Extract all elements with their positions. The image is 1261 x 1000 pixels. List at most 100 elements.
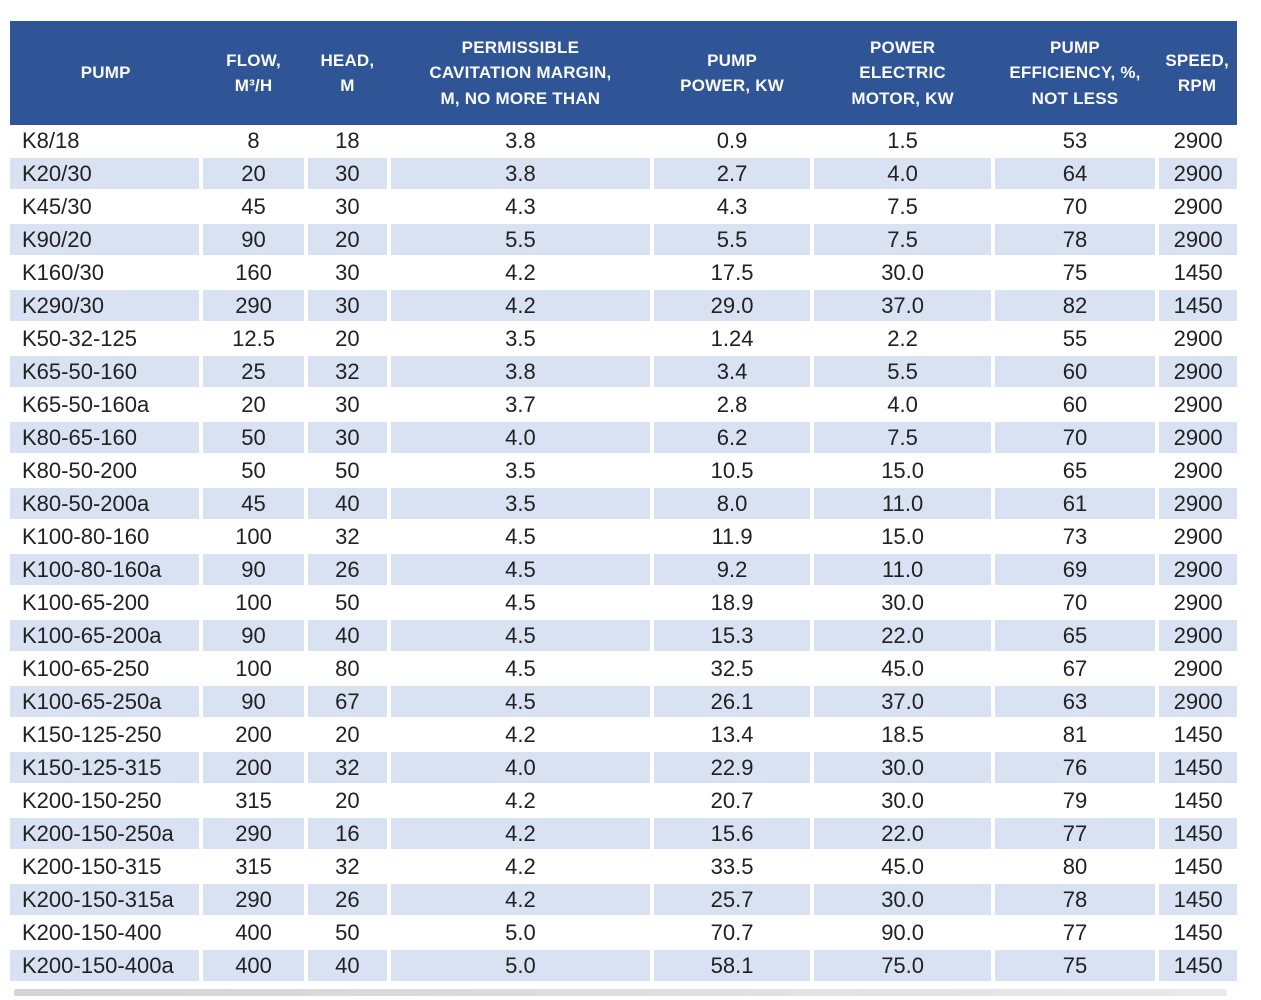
cell-pump: K200-150-315	[10, 850, 202, 884]
cell-flow: 45	[199, 190, 306, 224]
cell-pump: K150-125-315	[10, 751, 202, 785]
cell-flow: 100	[199, 520, 306, 554]
column-header-flow: FLOW, M³/H	[201, 21, 306, 125]
cell-motor: 11.0	[810, 487, 993, 521]
cell-speed: 2900	[1155, 586, 1237, 620]
cell-power: 20.7	[649, 784, 813, 818]
table-body: K8/18 8 18 3.8 0.9 1.5 53 2900 K20/30 20 30 3.8 2.7 4…	[10, 125, 1237, 983]
cell-cavitation: 3.8	[387, 125, 652, 158]
cell-motor: 30.0	[810, 784, 993, 818]
cell-power: 22.9	[649, 751, 813, 785]
cell-speed: 2900	[1155, 421, 1237, 455]
cell-speed: 2900	[1155, 553, 1237, 587]
cell-head: 80	[303, 652, 390, 686]
table-row: K50-32-125 12.5 20 3.5 1.24 2.2 55 2900	[10, 322, 1237, 356]
cell-efficiency: 70	[990, 421, 1158, 455]
cell-cavitation: 4.2	[387, 883, 652, 917]
cell-power: 18.9	[649, 586, 813, 620]
cell-speed: 2900	[1155, 652, 1237, 686]
table-row: K90/20 90 20 5.5 5.5 7.5 78 2900	[10, 223, 1237, 257]
cell-power: 25.7	[649, 883, 813, 917]
cell-power: 10.5	[649, 454, 813, 488]
table-row: K100-65-250 100 80 4.5 32.5 45.0 67 2900	[10, 652, 1237, 686]
cell-efficiency: 55	[990, 322, 1158, 356]
cell-cavitation: 4.5	[387, 553, 652, 587]
cell-cavitation: 4.5	[387, 619, 652, 653]
cell-efficiency: 77	[990, 916, 1158, 950]
cell-motor: 7.5	[810, 223, 993, 257]
cell-cavitation: 4.0	[387, 421, 652, 455]
cell-flow: 290	[199, 817, 306, 851]
cell-head: 32	[303, 850, 390, 884]
table-row: K150-125-250 200 20 4.2 13.4 18.5 81 1450	[10, 718, 1237, 752]
cell-cavitation: 3.8	[387, 355, 652, 389]
cell-flow: 90	[199, 685, 306, 719]
cell-power: 17.5	[649, 256, 813, 290]
column-header-efficiency: PUMP EFFICIENCY, %, NOT LESS	[992, 21, 1158, 125]
pump-spec-table: PUMP FLOW, M³/H HEAD, M PERMISSIBLE CAVITAT…	[10, 21, 1237, 983]
cell-power: 26.1	[649, 685, 813, 719]
table-row: K200-150-400 400 50 5.0 70.7 90.0 77 1450	[10, 916, 1237, 950]
cell-efficiency: 60	[990, 355, 1158, 389]
cell-head: 20	[303, 718, 390, 752]
cell-cavitation: 4.5	[387, 520, 652, 554]
cell-pump: K50-32-125	[10, 322, 202, 356]
cell-head: 32	[303, 355, 390, 389]
cell-motor: 22.0	[810, 619, 993, 653]
cell-motor: 7.5	[810, 190, 993, 224]
cell-flow: 290	[199, 883, 306, 917]
cell-efficiency: 67	[990, 652, 1158, 686]
cell-motor: 4.0	[810, 157, 993, 191]
cell-pump: K80-50-200	[10, 454, 202, 488]
cell-power: 29.0	[649, 289, 813, 323]
cell-motor: 22.0	[810, 817, 993, 851]
cell-cavitation: 4.2	[387, 718, 652, 752]
table-row: K100-65-200a 90 40 4.5 15.3 22.0 65 2900	[10, 619, 1237, 653]
cell-power: 0.9	[649, 125, 813, 158]
cell-pump: K45/30	[10, 190, 202, 224]
cell-head: 50	[303, 916, 390, 950]
cell-motor: 5.5	[810, 355, 993, 389]
cell-pump: K100-65-200	[10, 586, 202, 620]
cell-cavitation: 4.2	[387, 817, 652, 851]
cell-efficiency: 70	[990, 190, 1158, 224]
cell-speed: 2900	[1155, 322, 1237, 356]
cell-speed: 1450	[1155, 751, 1237, 785]
cell-speed: 1450	[1155, 949, 1237, 983]
cell-cavitation: 4.5	[387, 685, 652, 719]
cell-head: 50	[303, 586, 390, 620]
cell-flow: 160	[199, 256, 306, 290]
cell-efficiency: 60	[990, 388, 1158, 422]
column-header-speed: SPEED, RPM	[1157, 21, 1237, 125]
cell-efficiency: 69	[990, 553, 1158, 587]
table-row: K100-65-250a 90 67 4.5 26.1 37.0 63 2900	[10, 685, 1237, 719]
cell-flow: 50	[199, 454, 306, 488]
cell-motor: 37.0	[810, 289, 993, 323]
cell-speed: 1450	[1155, 883, 1237, 917]
cell-speed: 1450	[1155, 817, 1237, 851]
cell-efficiency: 75	[990, 256, 1158, 290]
cell-pump: K200-150-400	[10, 916, 202, 950]
cell-cavitation: 3.5	[387, 322, 652, 356]
cell-flow: 290	[199, 289, 306, 323]
cell-power: 6.2	[649, 421, 813, 455]
cell-motor: 2.2	[810, 322, 993, 356]
cell-flow: 50	[199, 421, 306, 455]
table-row: K200-150-315a 290 26 4.2 25.7 30.0 78 1450	[10, 883, 1237, 917]
table-row: K20/30 20 30 3.8 2.7 4.0 64 2900	[10, 157, 1237, 191]
table-row: K80-65-160 50 30 4.0 6.2 7.5 70 2900	[10, 421, 1237, 455]
cell-motor: 7.5	[810, 421, 993, 455]
cell-motor: 11.0	[810, 553, 993, 587]
cell-speed: 2900	[1155, 157, 1237, 191]
table-header: PUMP FLOW, M³/H HEAD, M PERMISSIBLE CAVITAT…	[10, 21, 1237, 125]
cell-head: 30	[303, 157, 390, 191]
cell-head: 20	[303, 322, 390, 356]
cell-cavitation: 3.8	[387, 157, 652, 191]
table-row: K100-80-160 100 32 4.5 11.9 15.0 73 2900	[10, 520, 1237, 554]
cell-speed: 1450	[1155, 850, 1237, 884]
table-row: K200-150-250 315 20 4.2 20.7 30.0 79 1450	[10, 784, 1237, 818]
cell-pump: K200-150-315a	[10, 883, 202, 917]
cell-power: 15.6	[649, 817, 813, 851]
table-row: K200-150-400a 400 40 5.0 58.1 75.0 75 1450	[10, 949, 1237, 983]
